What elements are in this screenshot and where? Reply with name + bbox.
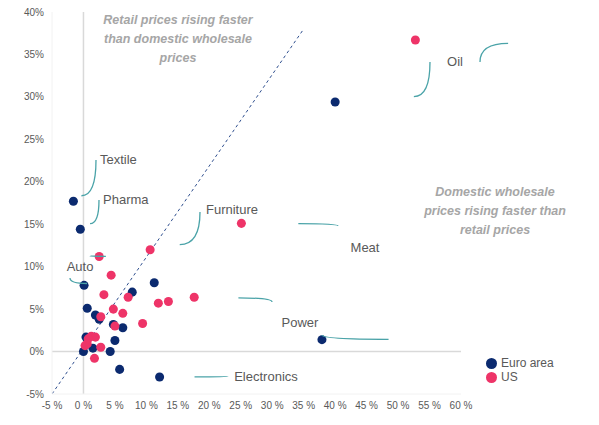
svg-text:5%: 5%: [30, 304, 45, 315]
svg-text:50 %: 50 %: [387, 400, 410, 411]
html-text:US: US: [501, 370, 518, 384]
svg-text:Pharma: Pharma: [103, 192, 149, 207]
svg-text:Furniture: Furniture: [206, 202, 258, 217]
svg-text:0 %: 0 %: [75, 400, 92, 411]
svg-text:10%: 10%: [24, 261, 44, 272]
svg-text:Textile: Textile: [100, 152, 137, 167]
svg-text:35 %: 35 %: [292, 400, 315, 411]
html-text:Euro area: Euro area: [501, 356, 554, 370]
svg-text:25 %: 25 %: [229, 400, 252, 411]
svg-text:55 %: 55 %: [418, 400, 441, 411]
svg-text:15 %: 15 %: [166, 400, 189, 411]
svg-text:Oil: Oil: [447, 54, 463, 69]
svg-text:0%: 0%: [30, 346, 45, 357]
svg-text:40 %: 40 %: [324, 400, 347, 411]
svg-text:15%: 15%: [24, 219, 44, 230]
svg-text:5 %: 5 %: [106, 400, 123, 411]
svg-text:-5%: -5%: [26, 389, 44, 400]
svg-text:Electronics: Electronics: [234, 369, 298, 384]
svg-text:Domestic wholesaleprices risin: Domestic wholesaleprices rising faster t…: [423, 185, 566, 237]
svg-text:Auto: Auto: [67, 259, 94, 274]
svg-text:20 %: 20 %: [198, 400, 221, 411]
svg-text:Meat: Meat: [351, 240, 380, 255]
svg-text:35%: 35%: [24, 49, 44, 60]
svg-text:60 %: 60 %: [450, 400, 473, 411]
svg-text:20%: 20%: [24, 176, 44, 187]
svg-text:30 %: 30 %: [261, 400, 284, 411]
svg-text:45 %: 45 %: [355, 400, 378, 411]
svg-text:-5 %: -5 %: [42, 400, 63, 411]
svg-text:10 %: 10 %: [135, 400, 158, 411]
svg-text:30%: 30%: [24, 91, 44, 102]
svg-text:40%: 40%: [24, 7, 44, 18]
svg-text:Power: Power: [282, 315, 320, 330]
svg-text:25%: 25%: [24, 134, 44, 145]
svg-text:Retail prices rising fastertha: Retail prices rising fasterthan domestic…: [103, 13, 254, 65]
